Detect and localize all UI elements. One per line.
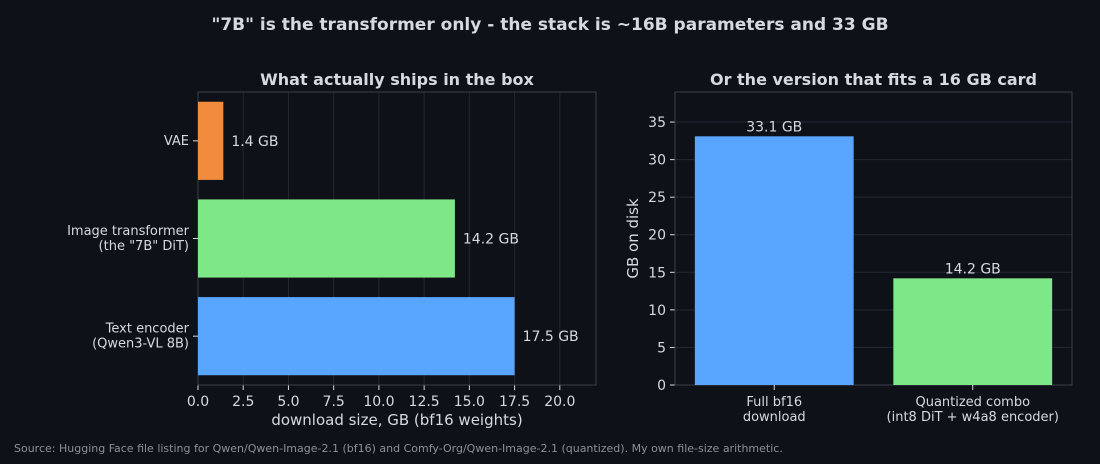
bar xyxy=(893,278,1053,385)
panel-title: Or the version that fits a 16 GB card xyxy=(710,70,1037,89)
axes-frame xyxy=(674,91,1073,386)
bar xyxy=(198,199,455,278)
x-tick-label: 10.0 xyxy=(363,394,394,410)
bar-value-label: 33.1 GB xyxy=(746,119,802,135)
bar-value-label: 17.5 GB xyxy=(523,329,579,345)
y-tick-label: 20 xyxy=(648,228,666,244)
y-tick-label: 15 xyxy=(648,265,666,281)
x-tick-label: 5.0 xyxy=(277,394,299,410)
panel-title: What actually ships in the box xyxy=(260,70,534,89)
bar xyxy=(694,136,854,385)
y-tick-label: Text encoder (Qwen3-VL 8B) xyxy=(92,322,190,352)
bar xyxy=(198,101,224,180)
y-tick-label: 30 xyxy=(648,153,666,169)
x-tick-label: 7.5 xyxy=(323,394,345,410)
bar-value-label: 1.4 GB xyxy=(231,134,278,150)
x-tick-label: Quantized combo (int8 DiT + w4a8 encoder) xyxy=(887,395,1059,425)
y-tick-label: VAE xyxy=(164,134,189,149)
figure-title: "7B" is the transformer only - the stack… xyxy=(211,15,888,35)
right-panel: 0 5 10 15 20 25 30 35 33.1 GB Full bf16 download 14… xyxy=(624,70,1073,425)
y-axis-label: GB on disk xyxy=(624,198,642,279)
y-tick-label: 0 xyxy=(657,378,666,394)
x-tick-label: 2.5 xyxy=(232,394,254,410)
bar-value-label: 14.2 GB xyxy=(945,261,1001,277)
x-tick-label: 17.5 xyxy=(499,394,530,410)
x-axis-label: download size, GB (bf16 weights) xyxy=(271,411,522,429)
x-tick-label: 15.0 xyxy=(454,394,485,410)
y-tick-label: 10 xyxy=(648,303,666,319)
left-panel: 0.0 2.5 5.0 7.5 10.0 12.5 15.0 17.5 20.0 1.4 GB VA… xyxy=(67,70,597,429)
y-tick-label: Image transformer (the "7B" DiT) xyxy=(67,224,190,254)
source-note: Source: Hugging Face file listing for Qw… xyxy=(14,442,783,455)
y-tick-label: 25 xyxy=(648,190,666,206)
y-tick-label: 5 xyxy=(657,340,666,356)
bar-value-label: 14.2 GB xyxy=(463,232,519,248)
x-tick-label: 0.0 xyxy=(187,394,209,410)
x-tick-label: 12.5 xyxy=(409,394,440,410)
x-tick-label: 20.0 xyxy=(544,394,575,410)
y-tick-label: 35 xyxy=(648,115,666,131)
bar xyxy=(198,297,515,376)
x-tick-label: Full bf16 download xyxy=(743,395,806,425)
